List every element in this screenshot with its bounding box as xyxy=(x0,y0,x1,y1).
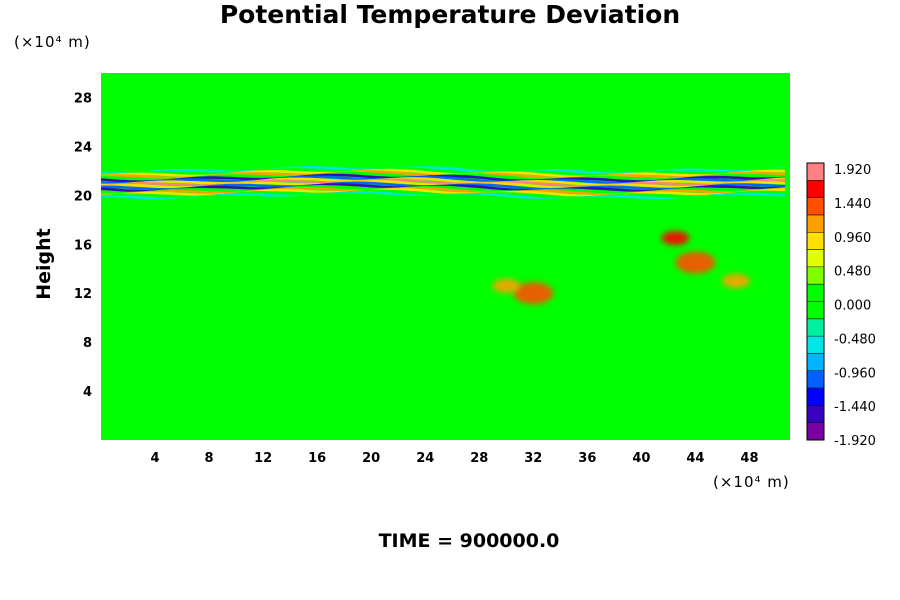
y-tick-label: 28 xyxy=(74,91,92,106)
x-tick-label: 36 xyxy=(578,451,596,466)
colorbar-swatch xyxy=(807,249,824,268)
colorbar-swatch xyxy=(807,266,824,285)
colorbar-label: -1.440 xyxy=(834,400,876,415)
colorbar-label: -1.920 xyxy=(834,434,876,449)
x-tick-label: 8 xyxy=(205,451,214,466)
colorbar-swatch xyxy=(807,336,824,354)
anomaly-blob xyxy=(675,251,716,274)
colorbar-swatch xyxy=(807,353,824,372)
colorbar-label: 1.920 xyxy=(834,163,871,178)
y-tick-label: 8 xyxy=(83,336,92,351)
anomaly-blob xyxy=(492,278,521,293)
band-stripe xyxy=(100,194,786,204)
x-tick-label: 20 xyxy=(362,451,380,466)
colorbar-swatch xyxy=(807,284,824,302)
x-tick-label: 48 xyxy=(740,451,758,466)
y-unit-note: (×10⁴ m) xyxy=(14,33,91,51)
x-tick-label: 28 xyxy=(470,451,488,466)
anomaly-blob xyxy=(661,231,690,246)
y-tick-label: 12 xyxy=(74,287,92,302)
anomaly-blob xyxy=(722,274,750,288)
band-stripe xyxy=(101,177,786,187)
colorbar-label: 0.960 xyxy=(834,231,871,246)
x-tick-label: 16 xyxy=(308,451,326,466)
anomaly-blob xyxy=(513,282,554,305)
colorbar-label: 0.480 xyxy=(834,265,871,280)
colorbar-swatch xyxy=(807,388,824,406)
colorbar-swatch xyxy=(807,180,824,198)
x-unit-note: (×10⁴ m) xyxy=(713,473,790,491)
colorbar-swatch xyxy=(807,370,824,389)
y-tick-label: 24 xyxy=(74,140,92,155)
colorbar-swatch xyxy=(807,318,824,337)
plot-background xyxy=(101,73,790,440)
colorbar-swatch xyxy=(807,405,824,423)
colorbar-label: -0.480 xyxy=(834,332,876,347)
x-tick-label: 32 xyxy=(524,451,542,466)
colorbar-swatch xyxy=(807,232,824,250)
x-tick-label: 12 xyxy=(254,451,272,466)
y-tick-label: 20 xyxy=(74,189,92,204)
colorbar-swatch xyxy=(807,163,824,181)
colorbar-swatch xyxy=(807,197,824,216)
y-tick-label: 16 xyxy=(74,238,92,253)
colorbar-frame xyxy=(806,162,825,441)
colorbar-swatch xyxy=(807,214,824,233)
band-stripe xyxy=(100,186,786,196)
y-tick-label: 4 xyxy=(83,385,92,400)
x-tick-label: 24 xyxy=(416,451,434,466)
x-tick-label: 40 xyxy=(632,451,650,466)
x-tick-label: 4 xyxy=(151,451,160,466)
colorbar-swatch xyxy=(807,422,824,441)
colorbar-label: 0.000 xyxy=(834,299,871,314)
band-stripe xyxy=(100,166,786,176)
colorbar-label: 1.440 xyxy=(834,197,871,212)
colorbar-swatch xyxy=(807,301,824,320)
time-label: TIME = 900000.0 xyxy=(378,530,560,552)
chart-title: Potential Temperature Deviation xyxy=(219,0,681,29)
x-tick-label: 44 xyxy=(686,451,704,466)
colorbar-label: -0.960 xyxy=(834,366,876,381)
band-stripe xyxy=(100,167,786,177)
